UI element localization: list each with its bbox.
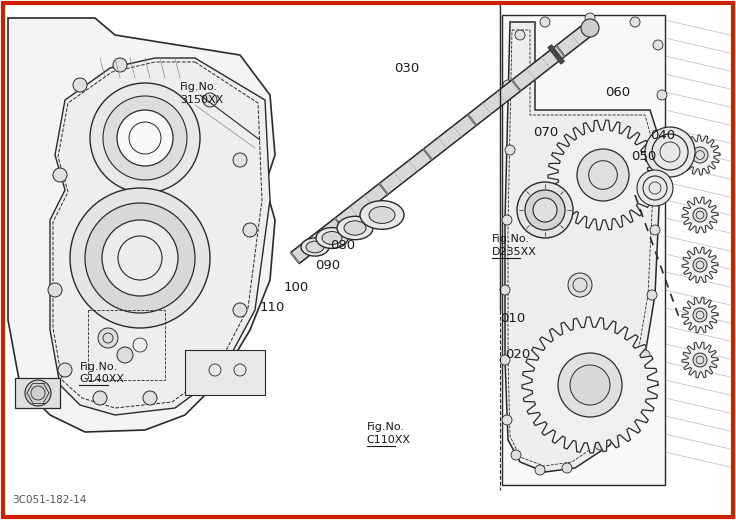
Polygon shape [505,22,660,472]
Circle shape [650,225,660,235]
Circle shape [48,283,62,297]
Circle shape [113,58,127,72]
Text: 010: 010 [500,311,526,324]
Circle shape [595,440,605,450]
Circle shape [243,223,257,237]
Circle shape [650,155,660,165]
Text: Fig.No.: Fig.No. [180,82,219,93]
Circle shape [58,363,72,377]
Circle shape [558,353,622,417]
Text: C110XX: C110XX [367,435,411,445]
Polygon shape [680,135,720,175]
Circle shape [637,170,673,206]
Circle shape [233,153,247,167]
Circle shape [503,80,513,90]
Text: 3150XX: 3150XX [180,95,224,105]
Polygon shape [185,350,265,395]
Circle shape [502,415,512,425]
Circle shape [117,110,173,166]
Circle shape [540,17,550,27]
Circle shape [693,258,707,272]
Text: Fig.No.: Fig.No. [367,422,405,433]
Circle shape [630,17,640,27]
Text: 020: 020 [505,348,530,361]
Polygon shape [682,297,718,333]
Text: G140XX: G140XX [79,374,124,384]
Text: 070: 070 [533,126,558,139]
Circle shape [562,463,572,473]
Polygon shape [291,22,594,264]
Circle shape [570,365,610,405]
Circle shape [533,198,557,222]
Polygon shape [522,317,658,453]
Circle shape [511,450,521,460]
Text: 3C051-182-14: 3C051-182-14 [12,495,86,505]
Circle shape [502,215,512,225]
Circle shape [90,83,200,193]
Circle shape [203,93,217,107]
Ellipse shape [369,206,395,224]
Circle shape [193,358,207,372]
Text: Fig.No.: Fig.No. [492,234,530,244]
Circle shape [103,96,187,180]
Ellipse shape [306,241,324,253]
Text: 090: 090 [315,259,340,271]
Polygon shape [502,15,665,485]
Circle shape [581,19,599,37]
Ellipse shape [322,231,342,244]
Ellipse shape [301,238,329,256]
Circle shape [505,145,515,155]
Text: 110: 110 [260,301,285,314]
Circle shape [102,220,178,296]
Polygon shape [15,378,60,408]
Text: D235XX: D235XX [492,246,537,257]
Circle shape [517,182,573,238]
Circle shape [143,391,157,405]
Circle shape [645,127,695,177]
Text: 030: 030 [394,62,419,75]
Circle shape [640,350,650,360]
Circle shape [657,90,667,100]
Circle shape [53,168,67,182]
Ellipse shape [344,221,366,235]
Circle shape [693,308,707,322]
Circle shape [525,190,565,230]
Circle shape [500,285,510,295]
Circle shape [500,355,510,365]
Polygon shape [548,120,658,230]
Circle shape [233,303,247,317]
Circle shape [25,380,51,406]
Text: 050: 050 [631,150,657,162]
Text: 040: 040 [650,128,675,141]
Circle shape [693,353,707,367]
Text: Fig.No.: Fig.No. [79,361,118,372]
Polygon shape [682,247,718,283]
Polygon shape [682,342,718,378]
Ellipse shape [337,216,373,240]
Circle shape [692,147,708,163]
Circle shape [568,273,592,297]
Polygon shape [50,58,270,415]
Text: 060: 060 [605,86,630,99]
Ellipse shape [316,228,348,249]
Circle shape [693,208,707,222]
Circle shape [647,290,657,300]
Circle shape [585,13,595,23]
Circle shape [117,347,133,363]
Circle shape [577,149,629,201]
Polygon shape [682,197,718,233]
Circle shape [73,78,87,92]
Polygon shape [8,18,275,432]
Circle shape [98,328,118,348]
Circle shape [653,40,663,50]
Circle shape [85,203,195,313]
Circle shape [623,400,633,410]
Circle shape [93,391,107,405]
Circle shape [535,465,545,475]
Circle shape [70,188,210,328]
Circle shape [515,30,525,40]
Ellipse shape [360,201,404,229]
Text: 100: 100 [283,281,308,293]
Text: 080: 080 [330,239,355,252]
